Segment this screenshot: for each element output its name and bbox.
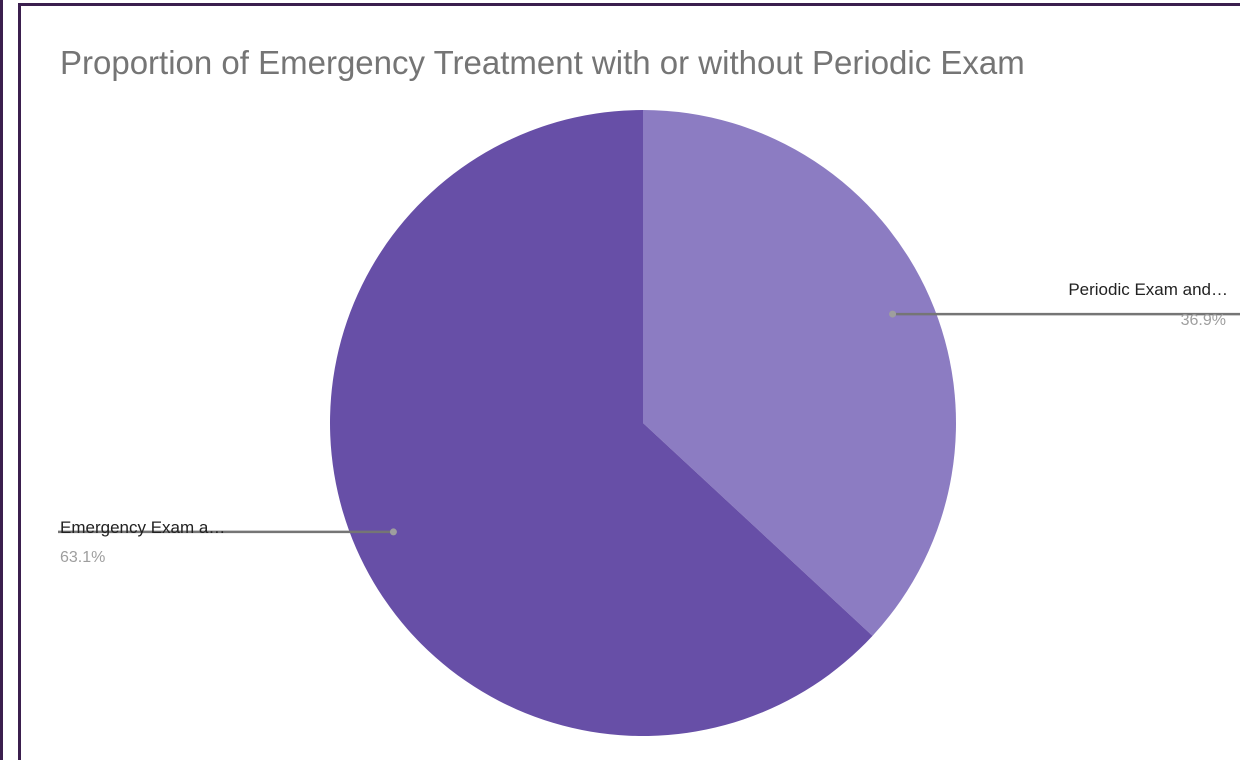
page-border-left <box>0 0 3 760</box>
slice-label-1: Periodic Exam and… <box>1068 280 1228 299</box>
pie-slice-1[interactable] <box>643 110 956 636</box>
chart-title: Proportion of Emergency Treatment with o… <box>60 44 1025 81</box>
leader-dot-1 <box>889 310 897 318</box>
slice-label-2: Emergency Exam a… <box>60 518 225 537</box>
leader-dot-2 <box>389 528 397 536</box>
slice-value-1: 36.9% <box>1181 312 1226 329</box>
pie-slice-2[interactable] <box>329 110 873 737</box>
slice-value-2: 63.1% <box>60 549 105 566</box>
